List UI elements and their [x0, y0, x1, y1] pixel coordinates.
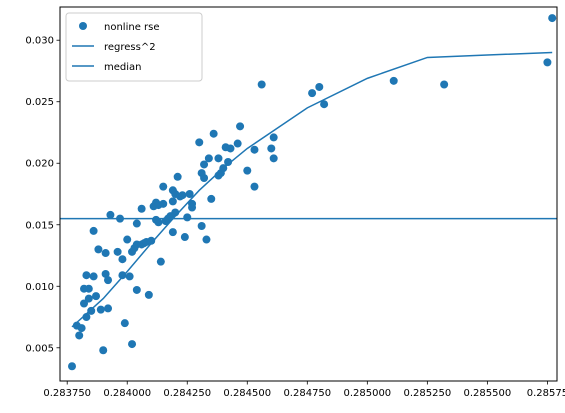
scatter-point — [77, 324, 86, 333]
scatter-point — [200, 174, 209, 183]
scatter-point — [156, 257, 165, 266]
scatter-point — [207, 194, 216, 203]
scatter-point — [94, 245, 103, 254]
scatter-point — [144, 290, 153, 299]
scatter-point — [118, 271, 127, 280]
scatter-point — [440, 80, 449, 89]
scatter-point — [147, 236, 156, 245]
scatter-point — [154, 218, 163, 227]
scatter-point — [243, 166, 252, 175]
scatter-point — [173, 172, 182, 181]
scatter-point — [267, 144, 276, 153]
y-tick-label: 0.020 — [25, 159, 54, 170]
y-tick-label: 0.030 — [25, 36, 54, 47]
scatter-point — [118, 255, 127, 264]
scatter-point — [101, 249, 110, 258]
scatter-point — [389, 76, 398, 85]
scatter-point — [233, 139, 242, 148]
legend-marker-scatter — [79, 22, 87, 30]
y-tick-label: 0.015 — [25, 220, 54, 231]
scatter-point — [159, 182, 168, 191]
x-tick-label: 0.283750 — [43, 388, 91, 399]
scatter-point — [168, 228, 177, 237]
scatter-point — [209, 129, 218, 138]
scatter-point — [224, 158, 233, 167]
scatter-point — [106, 210, 115, 219]
x-tick-label: 0.285500 — [464, 388, 512, 399]
scatter-point — [188, 203, 197, 212]
scatter-point — [204, 154, 213, 163]
scatter-point — [320, 100, 329, 109]
scatter-point — [548, 14, 557, 23]
scatter-point — [315, 82, 324, 91]
scatter-point — [168, 197, 177, 206]
scatter-point — [89, 226, 98, 235]
scatter-point — [84, 294, 93, 303]
x-tick-label: 0.284500 — [223, 388, 271, 399]
scatter-point — [113, 247, 122, 256]
scatter-point — [132, 219, 141, 228]
scatter-point — [80, 299, 89, 308]
axes-frame — [59, 6, 558, 382]
y-tick-label: 0.005 — [25, 343, 54, 354]
regression-line — [71, 51, 553, 328]
x-tick-label: 0.284000 — [103, 388, 151, 399]
scatter-point — [250, 182, 259, 191]
scatter-point — [87, 306, 96, 315]
scatter-point — [159, 199, 168, 208]
x-tick-label: 0.28575 — [527, 388, 565, 399]
scatter-point — [269, 133, 278, 142]
scatter-point — [96, 305, 105, 314]
scatter-point — [197, 221, 206, 230]
legend-label: regress^2 — [104, 42, 156, 53]
x-tick-label: 0.285000 — [343, 388, 391, 399]
scatter-point — [257, 80, 266, 89]
y-tick-label: 0.025 — [25, 97, 54, 108]
scatter-point — [195, 138, 204, 147]
scatter-point — [104, 276, 113, 285]
y-axis: 0.005 0.010 0.015 0.020 0.025 0.030 — [25, 36, 60, 354]
legend-box — [65, 12, 203, 82]
scatter-point — [185, 190, 194, 198]
scatter-point — [104, 304, 113, 313]
scatter-point — [128, 340, 137, 349]
plot-area — [60, 14, 557, 371]
scatter-point — [137, 204, 146, 213]
scatter-point — [120, 319, 129, 328]
scatter-point — [89, 272, 98, 281]
scatter-point — [99, 346, 108, 355]
scatter-point — [236, 122, 245, 131]
scatter-point — [226, 144, 235, 153]
scatter-point — [250, 145, 259, 154]
x-tick-label: 0.284750 — [283, 388, 331, 399]
plot-clip-group — [60, 14, 557, 371]
scatter-point — [82, 271, 91, 280]
y-tick-label: 0.010 — [25, 282, 54, 293]
scatter-point — [308, 89, 317, 98]
scatter-point — [269, 154, 278, 163]
scatter-point — [132, 285, 141, 294]
x-tick-label: 0.285250 — [403, 388, 451, 399]
scatter-point — [92, 292, 101, 301]
legend: nonline rse regress^2 median — [65, 12, 203, 82]
scatter-point — [123, 235, 132, 244]
scatter-point — [178, 191, 187, 200]
scatter-point — [202, 235, 211, 244]
scatter-point — [180, 233, 189, 242]
x-axis: 0.283750 0.284000 0.284250 0.284500 0.284750… — [43, 381, 565, 399]
scatter-point — [125, 272, 134, 281]
legend-label: nonline rse — [104, 22, 160, 33]
scatter-point — [183, 213, 192, 222]
scatter-point — [101, 269, 110, 278]
scatter-point — [200, 160, 209, 169]
scatter-point — [75, 331, 84, 340]
scatter-point — [84, 284, 93, 293]
scatter-point — [68, 362, 76, 371]
legend-label: median — [104, 62, 142, 73]
x-tick-label: 0.284250 — [163, 388, 211, 399]
scatter-point — [214, 154, 223, 163]
scatter-point — [543, 58, 552, 67]
